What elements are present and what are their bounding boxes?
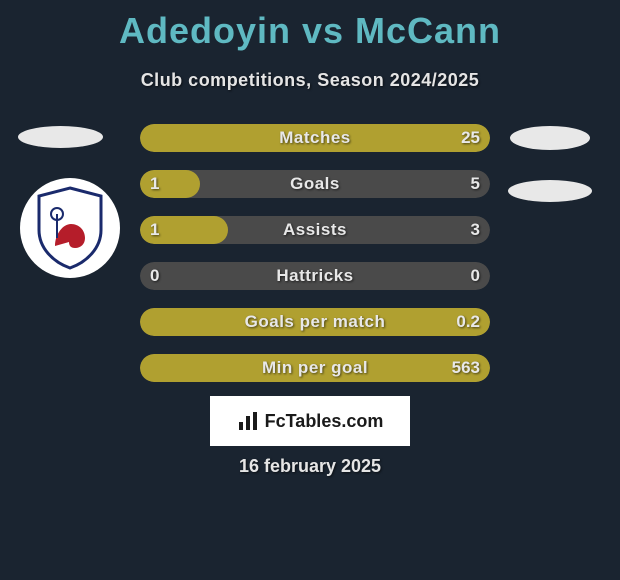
player-right-silhouette-2 bbox=[508, 180, 592, 202]
player-left-silhouette bbox=[18, 126, 103, 148]
stat-row: Goals per match0.2 bbox=[140, 308, 490, 336]
stat-right-value: 563 bbox=[452, 354, 480, 382]
comparison-infographic: Adedoyin vs McCann Club competitions, Se… bbox=[0, 0, 620, 580]
stats-bars: Matches25 1Goals5 1Assists3 0Hattricks0 Goal… bbox=[140, 124, 490, 400]
stat-row: Min per goal563 bbox=[140, 354, 490, 382]
stat-right-value: 0.2 bbox=[456, 308, 480, 336]
stat-row: 1Goals5 bbox=[140, 170, 490, 198]
chart-icon bbox=[237, 410, 259, 432]
stat-label: Hattricks bbox=[140, 262, 490, 290]
stat-right-value: 3 bbox=[471, 216, 480, 244]
stat-right-value: 0 bbox=[471, 262, 480, 290]
shield-icon bbox=[35, 186, 105, 270]
page-title: Adedoyin vs McCann bbox=[0, 0, 620, 52]
stat-label: Assists bbox=[140, 216, 490, 244]
fctables-label: FcTables.com bbox=[265, 411, 384, 432]
stat-row: Matches25 bbox=[140, 124, 490, 152]
stat-row: 0Hattricks0 bbox=[140, 262, 490, 290]
player-right-silhouette-1 bbox=[510, 126, 590, 150]
club-crest bbox=[20, 178, 120, 278]
stat-label: Matches bbox=[140, 124, 490, 152]
stat-label: Goals bbox=[140, 170, 490, 198]
stat-label: Min per goal bbox=[140, 354, 490, 382]
stat-row: 1Assists3 bbox=[140, 216, 490, 244]
stat-label: Goals per match bbox=[140, 308, 490, 336]
fctables-watermark: FcTables.com bbox=[210, 396, 410, 446]
subtitle: Club competitions, Season 2024/2025 bbox=[0, 70, 620, 91]
date-text: 16 february 2025 bbox=[0, 456, 620, 477]
stat-right-value: 25 bbox=[461, 124, 480, 152]
stat-right-value: 5 bbox=[471, 170, 480, 198]
